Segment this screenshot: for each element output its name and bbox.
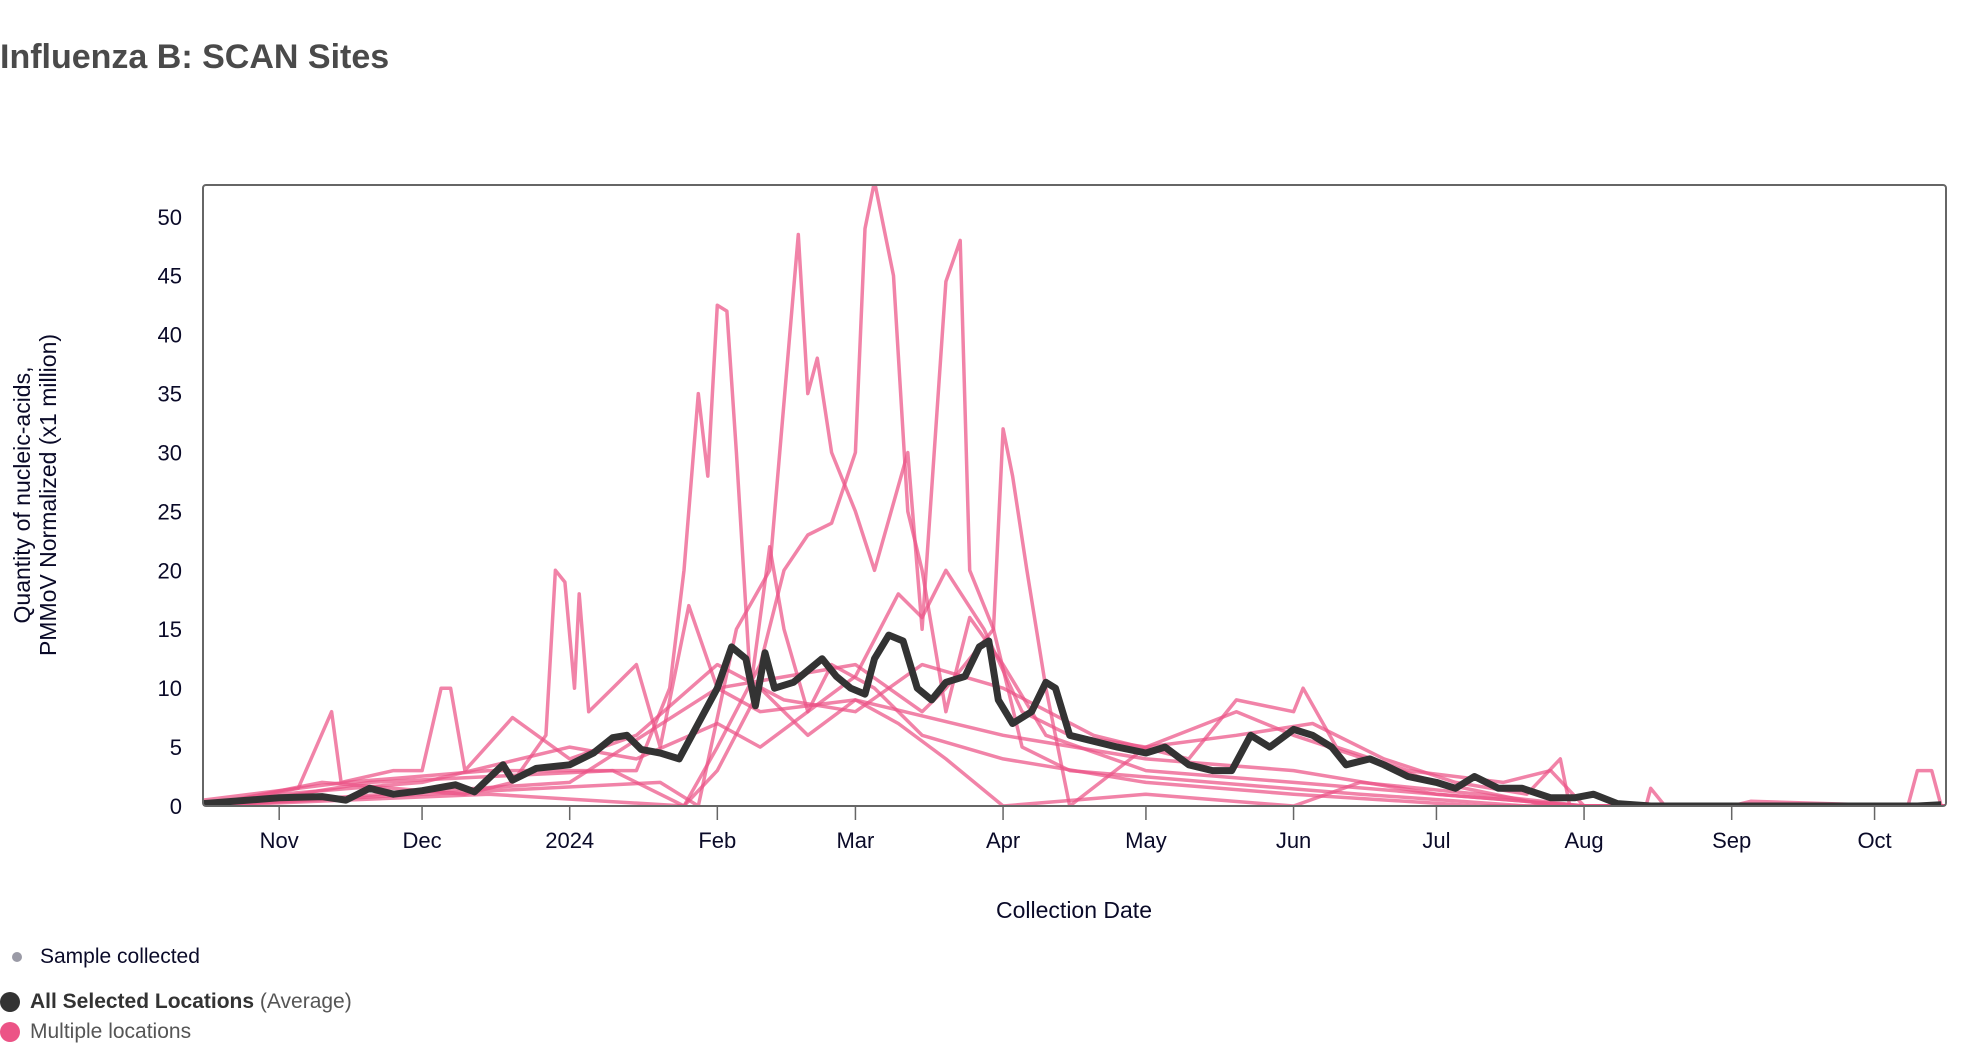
legend-locations-label: Multiple locations: [30, 1020, 192, 1043]
y-tick-label: 25: [158, 499, 182, 524]
average-series-line[interactable]: [203, 631, 1942, 806]
x-tick-label: 2024: [545, 828, 594, 853]
x-tick-label: May: [1125, 828, 1167, 853]
y-axis-label-line2: PMMoV Normalized (x1 million): [35, 334, 61, 656]
location-series-line[interactable]: [203, 182, 1946, 807]
location-series-line[interactable]: [203, 232, 1946, 807]
legend-average-suffix: (Average): [259, 990, 352, 1013]
x-tick-label: Nov: [260, 828, 299, 853]
y-tick-label: 5: [170, 735, 182, 760]
x-axis: Nov Dec 2024 Feb Mar Apr May Jun Jul Aug Sep Oct: [260, 806, 1892, 853]
location-series-line[interactable]: [203, 303, 1946, 806]
x-tick-label: Jul: [1422, 828, 1450, 853]
locations-dot-icon: [0, 1022, 20, 1042]
x-axis-label: Collection Date: [996, 897, 1152, 923]
y-tick-label: 45: [158, 264, 182, 289]
y-axis-label-line1: Quantity of nucleic-acids,: [9, 367, 35, 624]
y-tick-label: 0: [170, 794, 182, 819]
x-tick-label: Aug: [1564, 828, 1603, 853]
legend-multiple-locations[interactable]: Multiple locations: [0, 1020, 191, 1044]
y-tick-label: 30: [158, 440, 182, 465]
line-chart: 0 5 10 15 20 25 30 35 40 45 50 Nov Dec 2024 Feb Mar Apr…: [9, 182, 1947, 923]
legend-sample-collected[interactable]: Sample collected: [12, 945, 200, 969]
sample-dot-icon: [12, 952, 22, 962]
chart-lines: [203, 182, 1946, 807]
legend-average-label: All Selected Locations: [30, 990, 255, 1013]
y-tick-label: 40: [158, 323, 182, 348]
x-tick-label: Dec: [403, 828, 442, 853]
average-dot-icon: [0, 992, 20, 1012]
y-tick-label: 15: [158, 617, 182, 642]
y-tick-label: 10: [158, 676, 182, 701]
legend-average[interactable]: All Selected Locations (Average): [0, 990, 352, 1014]
y-axis: 0 5 10 15 20 25 30 35 40 45 50: [158, 205, 182, 819]
y-tick-label: 50: [158, 205, 182, 230]
y-tick-label: 35: [158, 382, 182, 407]
location-series-line[interactable]: [203, 427, 1946, 806]
y-tick-label: 20: [158, 558, 182, 583]
x-tick-label: Mar: [836, 828, 874, 853]
plot-frame: [202, 184, 1947, 807]
x-tick-label: Sep: [1712, 828, 1751, 853]
x-tick-label: Apr: [986, 828, 1020, 853]
location-series-line[interactable]: [203, 686, 1946, 806]
legend-sample-label: Sample collected: [40, 945, 200, 968]
x-tick-label: Jun: [1276, 828, 1311, 853]
x-tick-label: Oct: [1857, 828, 1891, 853]
x-tick-label: Feb: [698, 828, 736, 853]
chart-title: Influenza B: SCAN Sites: [0, 38, 390, 76]
